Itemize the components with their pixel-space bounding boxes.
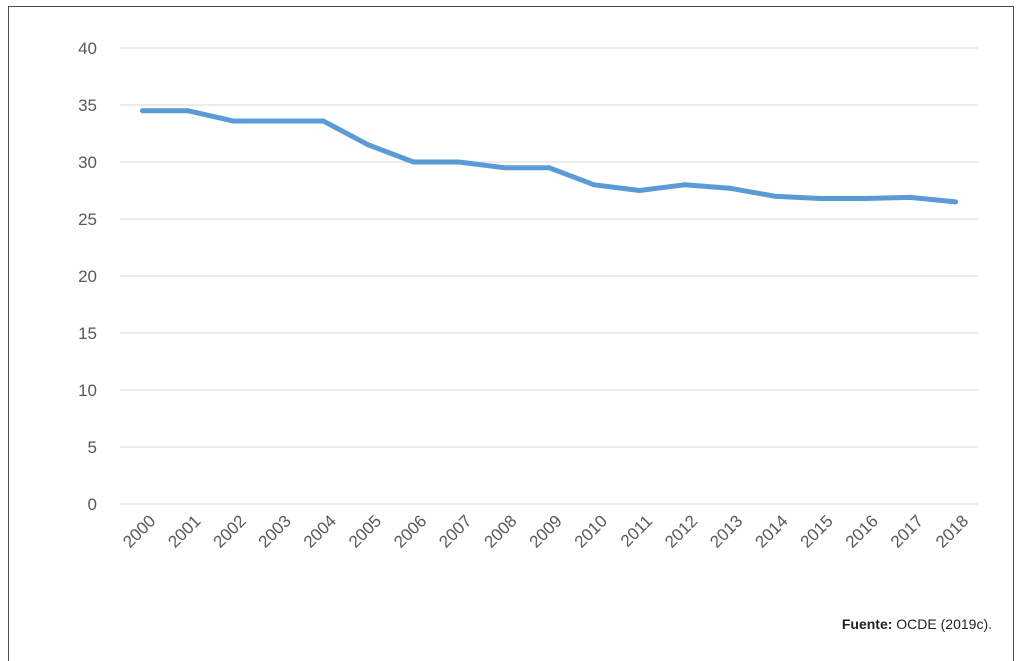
x-tick-label: 2015 [797, 511, 837, 551]
gridlines [120, 47, 978, 505]
series-layer [140, 108, 958, 205]
data-point [907, 194, 913, 200]
data-point [411, 159, 417, 165]
x-tick-label: 2008 [480, 511, 520, 551]
x-tick-label: 2010 [571, 511, 611, 551]
x-tick-label: 2014 [751, 511, 791, 551]
y-tick-label: 40 [78, 39, 97, 58]
x-tick-label: 2000 [119, 511, 159, 551]
data-point [320, 118, 326, 124]
source-label: Fuente: [841, 616, 893, 632]
source-note: Fuente: OCDE (2019c). [842, 616, 992, 632]
y-tick-label: 15 [78, 324, 97, 343]
x-tick-label: 2004 [300, 511, 340, 551]
x-tick-label: 2006 [390, 511, 430, 551]
x-tick-label: 2013 [706, 511, 746, 551]
data-point [275, 118, 281, 124]
x-tick-label: 2001 [164, 511, 204, 551]
data-point [185, 108, 191, 114]
x-tick-label: 2011 [617, 511, 656, 550]
y-tick-label: 35 [78, 96, 97, 115]
x-tick-label: 2003 [255, 511, 295, 551]
data-point [591, 182, 597, 188]
y-tick-label: 20 [78, 267, 97, 286]
data-point [140, 108, 146, 114]
data-point [952, 199, 958, 205]
data-point [456, 159, 462, 165]
data-point [230, 118, 236, 124]
data-point [501, 165, 507, 171]
y-tick-label: 0 [88, 495, 97, 514]
data-point [636, 188, 642, 193]
y-tick-label: 25 [78, 210, 97, 229]
y-tick-label: 5 [88, 438, 97, 457]
x-tick-label: 2009 [526, 511, 566, 551]
data-point [772, 193, 778, 199]
data-point [681, 182, 687, 188]
x-tick-label: 2002 [210, 511, 250, 551]
data-point [365, 142, 371, 148]
x-axis-ticks: 2000 2001 2002 2003 2004 2005 2006 2007 2008 2009… [119, 511, 972, 551]
source-text: OCDE (2019c). [896, 616, 992, 632]
data-point [862, 195, 868, 201]
x-tick-label: 2018 [932, 511, 972, 551]
x-tick-label: 2012 [661, 511, 701, 551]
x-tick-label: 2007 [435, 511, 475, 551]
data-point [817, 195, 823, 201]
y-axis-ticks: 0 5 10 15 20 25 30 35 40 [78, 39, 97, 514]
x-tick-label: 2016 [842, 511, 882, 551]
x-tick-label: 2005 [345, 511, 385, 551]
series-line [140, 108, 958, 205]
y-tick-label: 10 [78, 381, 97, 400]
x-tick-label: 2017 [887, 511, 927, 551]
y-tick-label: 30 [78, 153, 97, 172]
data-point [546, 165, 552, 171]
data-point [727, 185, 733, 191]
